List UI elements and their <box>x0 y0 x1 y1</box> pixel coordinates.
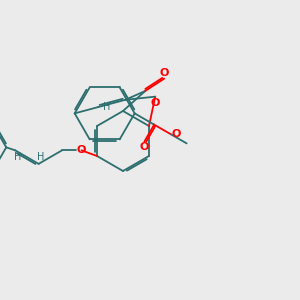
Text: O: O <box>77 146 86 155</box>
Text: O: O <box>160 68 169 78</box>
Text: H: H <box>103 102 111 112</box>
Text: O: O <box>172 129 181 140</box>
Text: H: H <box>37 152 45 162</box>
Text: H: H <box>14 152 21 162</box>
Text: O: O <box>151 98 160 108</box>
Text: O: O <box>140 142 149 152</box>
